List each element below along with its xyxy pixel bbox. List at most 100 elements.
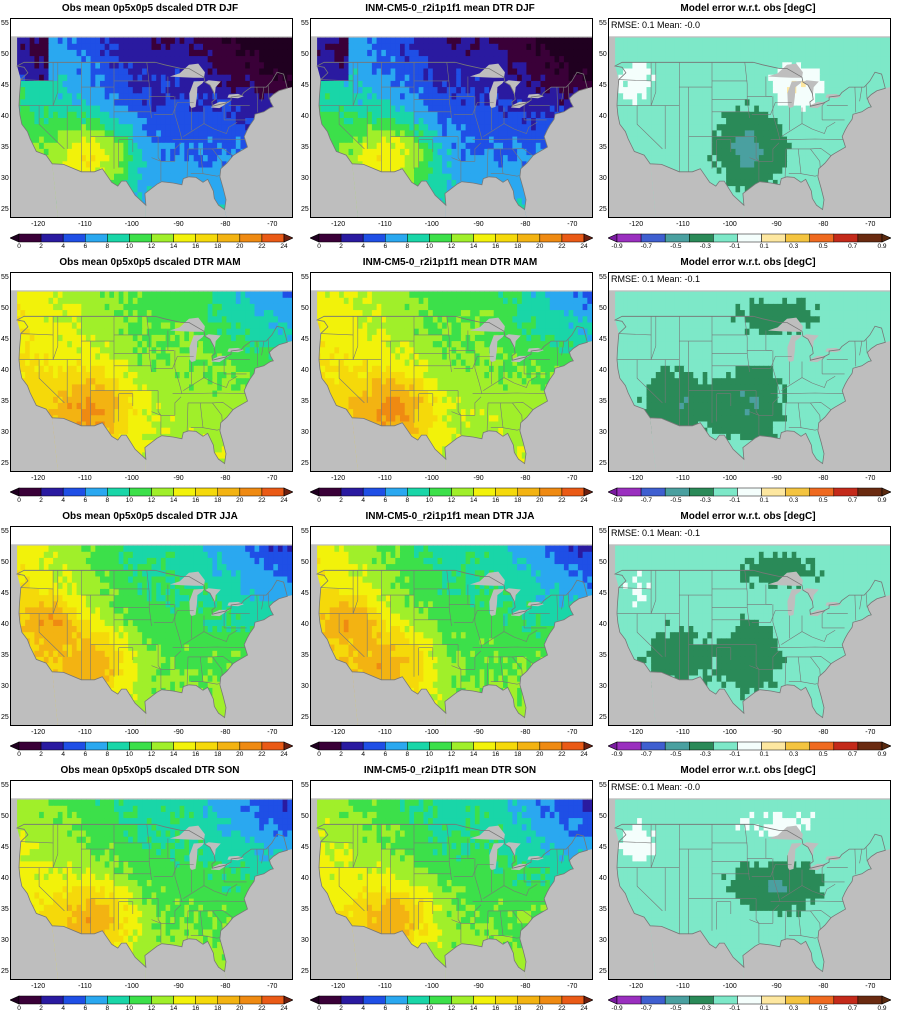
colorbar-tick-label: 12: [448, 243, 455, 250]
colorbar-tick-label: 0: [17, 243, 21, 250]
lat-tick-label: 50: [301, 51, 311, 58]
colorbar-swatch: [810, 996, 834, 1004]
colorbar-tick-label: 14: [470, 1005, 477, 1012]
map-frame: [310, 18, 593, 218]
colorbar-swatch: [737, 742, 761, 750]
colorbar-swatch: [85, 234, 107, 242]
colorbar-tick-label: 0.7: [848, 751, 857, 758]
lon-tick-label: -90: [474, 983, 484, 990]
lat-tick-label: 45: [1, 844, 11, 851]
lat-tick-label: 35: [599, 652, 609, 659]
colorbar-swatch: [617, 742, 641, 750]
lon-tick-label: -100: [723, 475, 737, 482]
colorbar-tick-label: 0.7: [848, 1005, 857, 1012]
colorbar-tick-label: -0.9: [611, 243, 622, 250]
colorbar-swatch: [518, 742, 540, 750]
colorbar-tick-label: 12: [148, 243, 155, 250]
lat-tick-label: 55: [1, 274, 11, 281]
colorbar-tick-label: 14: [470, 751, 477, 758]
colorbar-tick-label: 12: [148, 1005, 155, 1012]
colorbar-tick-label: 12: [448, 751, 455, 758]
colorbar-swatch: [474, 234, 496, 242]
colorbar-over-arrow: [584, 234, 593, 242]
colorbar-tick-label: 6: [383, 1005, 387, 1012]
lat-tick-label: 40: [1, 875, 11, 882]
lat-tick-label: 55: [1, 20, 11, 27]
colorbar-tick-label: -0.5: [670, 497, 681, 504]
colorbar-swatch: [41, 488, 63, 496]
lon-tick-label: -70: [865, 983, 875, 990]
colorbar-swatch: [152, 234, 174, 242]
colorbar-tick-label: 2: [39, 751, 43, 758]
colorbar: [310, 487, 593, 497]
colorbar-swatch: [152, 996, 174, 1004]
lat-tick-label: 45: [301, 336, 311, 343]
colorbar-tick-label: 16: [492, 497, 499, 504]
lon-tick-label: -100: [723, 983, 737, 990]
lat-tick-label: 55: [301, 274, 311, 281]
colorbar-over-arrow: [882, 742, 891, 750]
colorbar-tick-label: 0: [317, 1005, 321, 1012]
lon-tick-label: -80: [220, 221, 230, 228]
rmse-mean-stats: RMSE: 0.1 Mean: -0.1: [611, 274, 700, 284]
colorbar-swatch: [452, 742, 474, 750]
colorbar: [608, 233, 891, 243]
colorbar-tick-label: -0.1: [729, 751, 740, 758]
colorbar-tick-label: 14: [170, 243, 177, 250]
colorbar: [608, 741, 891, 751]
lon-tick-label: -120: [629, 729, 643, 736]
colorbar-swatch: [240, 488, 262, 496]
panel-title: Obs mean 0p5x0p5 dscaled DTR SON: [0, 765, 300, 776]
lat-tick-label: 50: [599, 813, 609, 820]
colorbar-tick-label: 10: [426, 497, 433, 504]
colorbar-tick-label: -0.1: [729, 1005, 740, 1012]
lat-tick-label: 55: [301, 528, 311, 535]
lon-tick-label: -90: [474, 475, 484, 482]
colorbar-tick-label: 4: [361, 1005, 365, 1012]
colorbar-swatch: [474, 996, 496, 1004]
colorbar-tick-label: 16: [192, 1005, 199, 1012]
colorbar-swatch: [385, 488, 407, 496]
colorbar: [310, 995, 593, 1005]
lat-tick-label: 30: [301, 175, 311, 182]
colorbar-swatch: [429, 996, 451, 1004]
lat-tick-label: 45: [1, 336, 11, 343]
colorbar-tick-label: 2: [339, 497, 343, 504]
lat-tick-label: 50: [1, 559, 11, 566]
colorbar-tick-label: 0.3: [789, 751, 798, 758]
lat-tick-label: 40: [599, 875, 609, 882]
colorbar-swatch: [363, 742, 385, 750]
colorbar-tick-label: 4: [361, 497, 365, 504]
colorbar-swatch: [218, 742, 240, 750]
colorbar-tick-label: 6: [83, 751, 87, 758]
colorbar-swatch: [385, 996, 407, 1004]
colorbar-swatch: [496, 742, 518, 750]
colorbar-tick-label: 10: [126, 751, 133, 758]
map-frame: [310, 780, 593, 980]
colorbar-swatch: [19, 234, 41, 242]
colorbar: [10, 995, 293, 1005]
colorbar-tick-label: 6: [383, 243, 387, 250]
colorbar-swatch: [713, 996, 737, 1004]
colorbar-over-arrow: [584, 996, 593, 1004]
colorbar-under-arrow: [10, 234, 19, 242]
colorbar-swatch: [363, 234, 385, 242]
lat-tick-label: 55: [1, 528, 11, 535]
lon-tick-label: -80: [520, 983, 530, 990]
colorbar-swatch: [385, 742, 407, 750]
lat-tick-label: 50: [1, 51, 11, 58]
colorbar-swatch: [762, 742, 786, 750]
colorbar-swatch: [429, 742, 451, 750]
colorbar-tick-label: -0.5: [670, 751, 681, 758]
lon-tick-label: -120: [629, 221, 643, 228]
map-canvas: [609, 781, 890, 979]
lon-tick-label: -80: [220, 983, 230, 990]
lat-tick-label: 40: [301, 875, 311, 882]
colorbar-tick-label: 10: [126, 243, 133, 250]
lon-tick-label: -100: [125, 475, 139, 482]
colorbar-tick-label: 4: [61, 751, 65, 758]
colorbar-tick-label: -0.7: [641, 1005, 652, 1012]
lon-tick-label: -70: [865, 221, 875, 228]
colorbar-swatch: [834, 996, 858, 1004]
